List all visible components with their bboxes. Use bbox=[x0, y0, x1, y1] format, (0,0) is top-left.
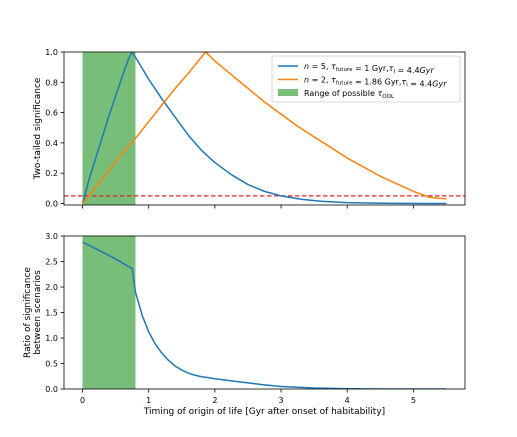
legend-text-part: n bbox=[304, 62, 309, 71]
axes-frame bbox=[63, 51, 466, 206]
x-axis-label: Timing of origin of life [Gyr after onse… bbox=[143, 407, 385, 417]
y-tick-label: 0.8 bbox=[45, 78, 58, 87]
y-axis-label: Two-tailed significance bbox=[33, 77, 43, 180]
legend-entry-label: n = 5, τfuture = 1 Gyr,τl = 4.4Gyr bbox=[304, 62, 434, 75]
shaded-range-ool bbox=[82, 52, 136, 205]
y-tick-label: 0.5 bbox=[45, 360, 58, 369]
legend-box bbox=[271, 55, 461, 103]
x-tick-label: 1 bbox=[146, 396, 151, 405]
y-tick-label: 3.0 bbox=[45, 232, 58, 241]
shaded-range-ool bbox=[82, 236, 136, 389]
legend-text-part: = 1.86 Gyr, bbox=[352, 78, 401, 87]
legend-text-part: future bbox=[336, 81, 353, 87]
y-tick-label: 0.0 bbox=[45, 199, 58, 208]
legend-text-part: τ bbox=[401, 78, 406, 87]
legend-text-part: = 4.4 bbox=[395, 66, 420, 75]
legend-text-part: = 1 Gyr, bbox=[352, 64, 388, 73]
legend-text-part: n bbox=[304, 76, 309, 85]
y-axis-label: Ratio of significance bbox=[23, 267, 33, 358]
legend-text-part: τ bbox=[377, 89, 382, 98]
legend-text-part: = 5, bbox=[309, 62, 331, 71]
legend-text-part: Gyr bbox=[420, 66, 435, 75]
x-tick-label: 0 bbox=[80, 396, 85, 405]
y-tick-label: 2.5 bbox=[45, 258, 58, 267]
legend-text-part: τ bbox=[331, 62, 336, 71]
x-tick-label: 2 bbox=[212, 396, 217, 405]
x-tick-label: 5 bbox=[411, 396, 416, 405]
series-line-2 bbox=[81, 52, 447, 204]
x-tick-label: 3 bbox=[278, 396, 283, 405]
top-panel: 0.0 0.2 0.4 0.6 0.8 1.0 Two-tailed significanc… bbox=[33, 48, 466, 209]
y-tick-label: 2.0 bbox=[45, 283, 58, 292]
y-tick-label: 0.2 bbox=[45, 169, 58, 178]
legend-patch-swatch bbox=[278, 89, 298, 96]
series-line-1 bbox=[81, 52, 447, 205]
y-tick-label: 1.5 bbox=[45, 309, 58, 318]
legend-text-part: Range of possible bbox=[304, 89, 377, 98]
y-axis-label: between scenarios bbox=[33, 270, 43, 355]
legend-entry-label: Range of possible τOOL bbox=[304, 89, 395, 100]
series-line-1 bbox=[82, 241, 447, 389]
legend-text-part: l bbox=[393, 69, 395, 75]
legend-text-part: Gyr bbox=[432, 80, 447, 89]
bottom-panel: 0 1 2 3 4 5 0.0 0.5 1.0 1.5 2.0 2.5 3.0 Ratio of sign… bbox=[23, 232, 466, 417]
x-tick-label: 4 bbox=[345, 396, 350, 405]
legend-text-part: OOL bbox=[382, 94, 395, 100]
legend-text-part: = 2, bbox=[309, 76, 331, 85]
legend-text-part: = 4.4 bbox=[408, 80, 433, 89]
y-tick-label: 0.0 bbox=[45, 385, 58, 394]
y-tick-label: 1.0 bbox=[45, 334, 58, 343]
legend-entry-label: n = 2, τfuture = 1.86 Gyr,τl = 4.4Gyr bbox=[304, 76, 447, 89]
y-tick-label: 0.6 bbox=[45, 109, 58, 118]
y-tick-label: 0.4 bbox=[45, 139, 58, 148]
y-tick-label: 1.0 bbox=[45, 48, 58, 57]
legend-text-part: future bbox=[336, 67, 353, 73]
legend-text-part: l bbox=[406, 83, 408, 89]
legend-text-part: τ bbox=[331, 76, 336, 85]
legend-text-part: τ bbox=[389, 64, 394, 73]
